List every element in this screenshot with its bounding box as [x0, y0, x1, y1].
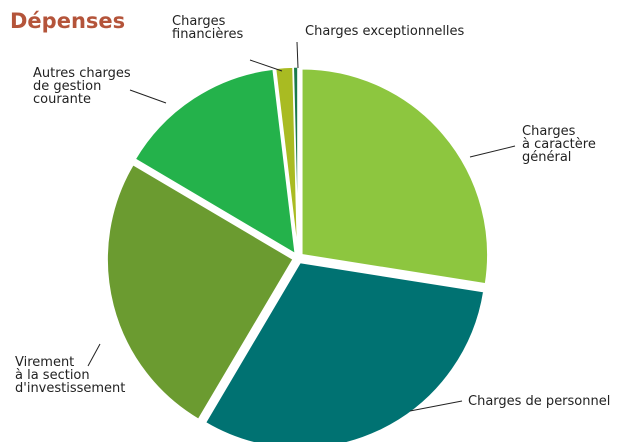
- pie-slice: [134, 68, 297, 256]
- pie-slice: [301, 68, 489, 285]
- slice-label: Charges à caractère général: [522, 124, 596, 165]
- leader-line: [249, 59, 283, 72]
- chart-title: Dépenses: [10, 9, 125, 33]
- slice-label: Virement à la section d'investissement: [15, 355, 125, 396]
- leader-line: [409, 400, 463, 412]
- leader-line: [296, 41, 299, 69]
- slice-label: Autres charges de gestion courante: [33, 66, 131, 107]
- slice-label: Charges exceptionnelles: [305, 24, 465, 39]
- pie-slice: [106, 163, 295, 421]
- leader-line: [469, 145, 516, 158]
- slice-label: Charges de personnel: [468, 394, 610, 409]
- slice-label: Charges financières: [172, 14, 243, 42]
- leader-line: [129, 89, 167, 104]
- leader-line: [87, 343, 101, 367]
- pie-slice: [204, 261, 485, 442]
